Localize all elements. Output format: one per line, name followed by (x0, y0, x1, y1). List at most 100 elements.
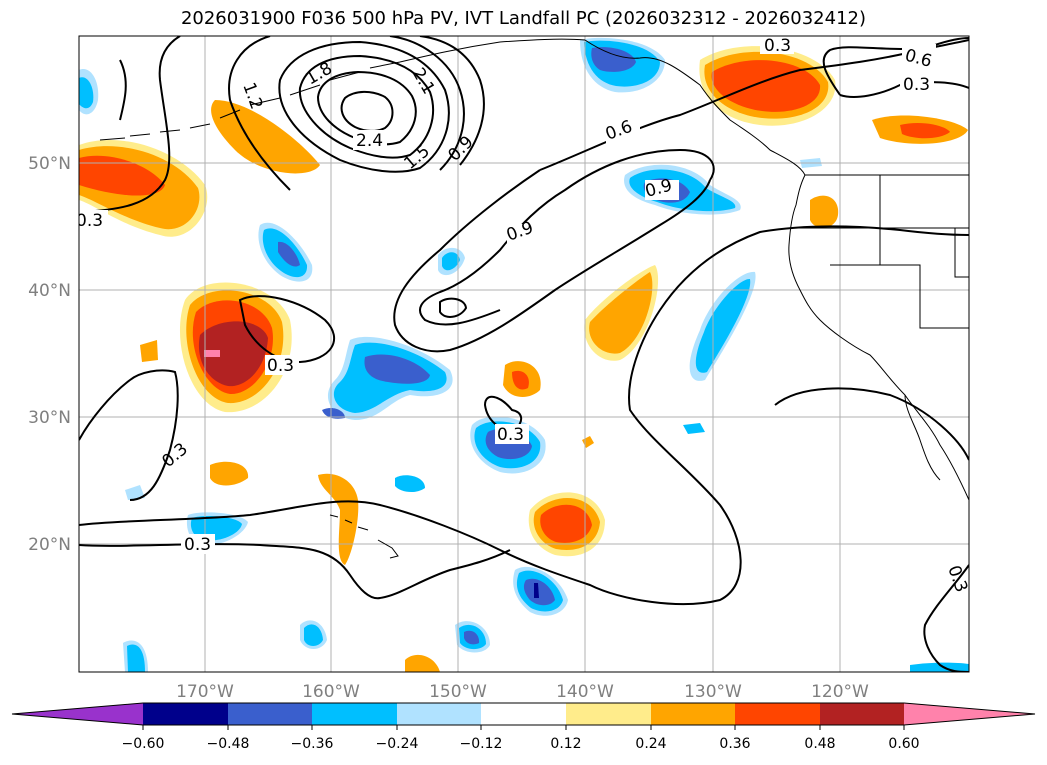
negative-anomaly-blob (683, 423, 705, 434)
pv-contour-0p3 (238, 295, 336, 364)
colorbar-segment (312, 703, 397, 725)
contour-labels: 0.3 0.3 0.3 0.3 0.3 0.3 0.3 0.3 0.6 0.6 … (76, 36, 969, 595)
lon-tick-label: 130°W (684, 682, 742, 702)
colorbar-segment (228, 703, 312, 725)
pv-contour-1p5 (278, 40, 450, 173)
contour-label: 0.3 (497, 425, 524, 445)
map-frame (78, 35, 970, 673)
colorbar-ticks (142, 725, 905, 730)
colorbar-tick-label: 0.24 (635, 736, 666, 752)
pv-contour-2p4 (340, 90, 394, 132)
lon-tick-label: 140°W (556, 682, 614, 702)
lon-tick-label: 160°W (302, 682, 360, 702)
positive-anomaly-blob (204, 350, 220, 357)
positive-anomaly-blob (210, 461, 249, 486)
pv-contour-0p3 (79, 225, 969, 605)
colorbar-tick-label: −0.24 (376, 736, 419, 752)
longitude-tick-labels: 170°W 160°W 150°W 140°W 130°W 120°W (176, 682, 869, 702)
colorbar-segment (820, 703, 904, 725)
colorbar-tick-label: 0.60 (888, 736, 919, 752)
hawaii-islands (329, 514, 399, 559)
pv-contour-0p9 (419, 36, 485, 166)
negative-anomaly-blob (322, 407, 345, 419)
baja-coastline (904, 394, 941, 481)
colorbar-segment (397, 703, 481, 725)
pv-contour-0p3 (774, 387, 969, 461)
negative-anomaly-blob (304, 624, 323, 646)
colorbar-segment (481, 703, 566, 725)
colorbar-segment (566, 703, 651, 725)
contour-label: 0.3 (764, 36, 791, 56)
negative-anomaly-blob (442, 252, 460, 271)
negative-anomaly-blob (534, 583, 539, 598)
pv-contour-1p2 (389, 36, 465, 171)
contour-label: 1.5 (400, 141, 434, 174)
colorbar-segment (143, 703, 228, 725)
contour-label: 0.3 (903, 75, 930, 95)
north-america-coastline (584, 39, 969, 501)
negative-anomaly-blob (278, 241, 300, 267)
negative-anomaly-blob (125, 485, 145, 500)
colorbar-tick-label: 0.12 (550, 736, 581, 752)
state-border (879, 175, 969, 329)
lat-tick-label: 50°N (28, 154, 71, 174)
positive-anomaly-blob (582, 436, 594, 448)
shading-layer (79, 37, 969, 672)
positive-anomaly-blob (711, 60, 821, 112)
pv-contour-0p6 (119, 59, 127, 121)
alaska-coast (399, 38, 586, 63)
negative-anomaly-blob (464, 630, 480, 645)
lat-tick-label: 20°N (28, 535, 71, 555)
positive-anomaly-blob (589, 272, 653, 354)
lon-tick-label: 120°W (811, 682, 869, 702)
positive-anomaly-blob (405, 654, 440, 672)
pv-contour-0p3 (483, 395, 523, 432)
negative-anomaly-blob (523, 578, 555, 606)
latitude-tick-labels: 50°N 40°N 30°N 20°N (28, 154, 71, 555)
pv-contour-0p9 (439, 297, 468, 318)
lat-tick-label: 30°N (28, 408, 71, 428)
pv-contour-0p3 (79, 543, 511, 600)
colorbar-tick-label: −0.48 (207, 736, 250, 752)
positive-anomaly-blob (810, 195, 839, 228)
pv-contour-0p3 (79, 369, 179, 501)
negative-anomaly-blob (364, 354, 430, 384)
positive-anomaly-blob (540, 504, 592, 543)
colorbar-max-extension (904, 703, 1035, 725)
gridlines (79, 36, 969, 672)
map-title: 2026031900 F036 500 hPa PV, IVT Landfall… (180, 8, 867, 29)
negative-anomaly-blob (127, 644, 145, 672)
negative-anomaly-blob (695, 278, 751, 373)
colorbar-tick-label: −0.60 (122, 736, 165, 752)
negative-anomaly-blob (395, 475, 425, 493)
positive-anomaly-blob (512, 370, 529, 390)
lat-tick-label: 40°N (28, 281, 71, 301)
colorbar-tick-label: −0.36 (291, 736, 334, 752)
colorbar-tick-label: 0.48 (804, 736, 835, 752)
map-plot-area: 0.3 0.3 0.3 0.3 0.3 0.3 0.3 0.3 0.6 0.6 … (76, 36, 969, 672)
contour-label: 2.1 (408, 65, 439, 98)
lon-tick-label: 170°W (176, 682, 234, 702)
colorbar-tick-label: −0.12 (460, 736, 503, 752)
pv-contour-1p8 (298, 54, 435, 159)
negative-anomaly-blob (910, 662, 969, 672)
colorbar-segment (735, 703, 820, 725)
pv-contour-0p3 (79, 36, 181, 213)
colorbar-min-extension (12, 703, 143, 725)
contour-label: 0.3 (184, 535, 211, 555)
negative-anomaly-blob (591, 47, 636, 72)
pv-contour-0p3 (923, 564, 969, 672)
contour-label: 2.4 (356, 131, 383, 151)
aleutian-islands (99, 61, 401, 141)
colorbar-segment (651, 703, 735, 725)
positive-anomaly-blob (79, 155, 165, 196)
state-border (954, 228, 969, 278)
positive-anomaly-blob (198, 321, 268, 387)
pv-contour-0p6 (393, 169, 711, 353)
positive-anomaly-blob (140, 340, 158, 362)
positive-anomaly-blob (900, 122, 950, 139)
contour-label: 0.3 (76, 211, 103, 231)
pv-contour-1p2 (228, 36, 291, 191)
positive-anomaly-blob (318, 473, 359, 565)
